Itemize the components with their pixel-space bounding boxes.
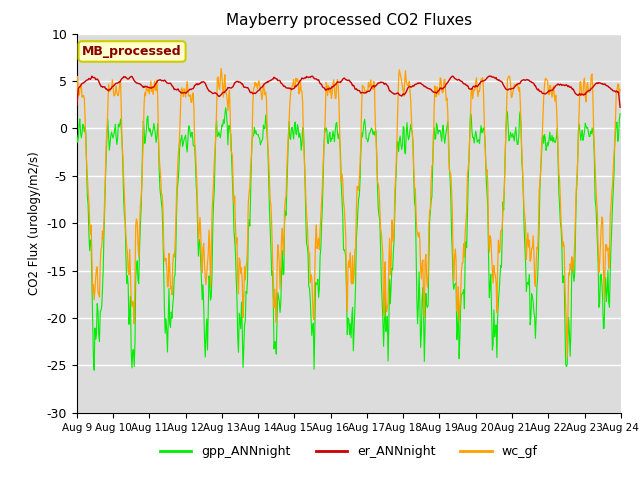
Y-axis label: CO2 Flux (urology/m2/s): CO2 Flux (urology/m2/s) bbox=[28, 151, 41, 295]
Legend: gpp_ANNnight, er_ANNnight, wc_gf: gpp_ANNnight, er_ANNnight, wc_gf bbox=[155, 441, 543, 463]
Text: MB_processed: MB_processed bbox=[82, 45, 182, 58]
Title: Mayberry processed CO2 Fluxes: Mayberry processed CO2 Fluxes bbox=[226, 13, 472, 28]
